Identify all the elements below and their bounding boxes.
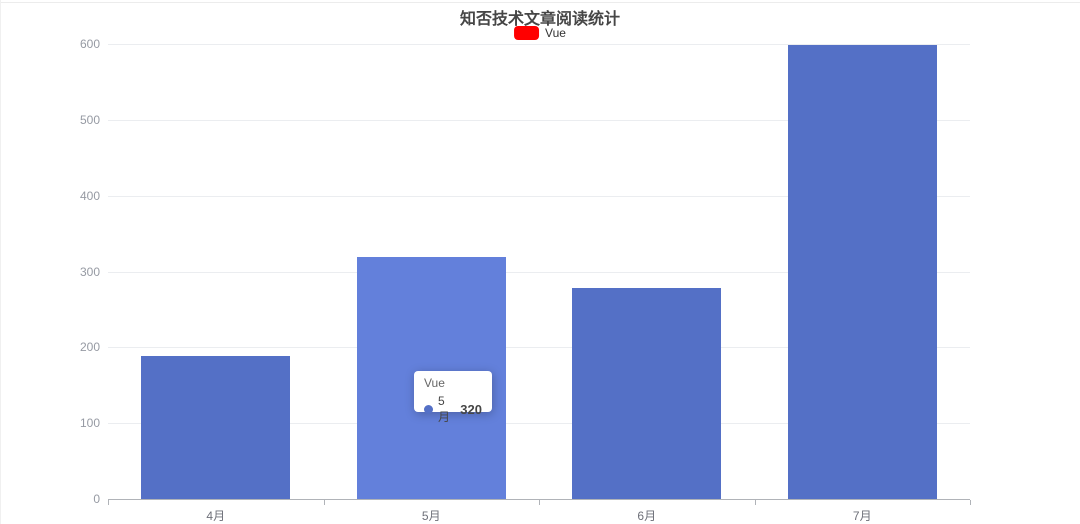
bar-month-4[interactable] bbox=[141, 355, 291, 500]
chart-title: 知否技术文章阅读统计 bbox=[459, 11, 620, 28]
y-axis-label-200: 200 bbox=[79, 340, 100, 355]
bar-month-7[interactable] bbox=[787, 45, 937, 500]
legend-label: Vue bbox=[545, 26, 566, 40]
y-axis-label-300: 300 bbox=[79, 264, 100, 279]
gridline-500 bbox=[108, 119, 970, 121]
left-edge-divider bbox=[0, 0, 1, 524]
legend-item-vue[interactable]: Vue bbox=[514, 26, 566, 40]
y-axis-label-600: 600 bbox=[79, 37, 100, 51]
bar-month-6[interactable] bbox=[572, 287, 722, 500]
gridline-100 bbox=[108, 423, 970, 425]
y-axis-label-400: 400 bbox=[79, 188, 100, 203]
plot-area: 0 100 200 300 400 500 600 4月 5月 6月 7月 bbox=[80, 37, 971, 523]
x-axis-tick bbox=[539, 500, 540, 505]
x-axis-tick bbox=[754, 500, 756, 505]
gridline-600 bbox=[108, 44, 970, 45]
y-axis-label-500: 500 bbox=[79, 112, 100, 127]
x-axis-tick bbox=[108, 500, 109, 505]
gridline-300 bbox=[108, 271, 970, 273]
x-axis-tick bbox=[323, 500, 325, 505]
x-axis-label-6月: 6月 bbox=[637, 509, 657, 523]
gridline-400 bbox=[108, 195, 970, 197]
x-axis-label-7月: 7月 bbox=[852, 509, 872, 523]
top-divider bbox=[0, 2, 1080, 3]
y-axis-label-100: 100 bbox=[79, 416, 100, 431]
x-axis-label-5月: 5月 bbox=[421, 509, 441, 523]
x-axis-line bbox=[108, 499, 970, 500]
x-axis-tick bbox=[970, 500, 971, 505]
y-axis-label-0: 0 bbox=[93, 492, 100, 506]
x-axis-label-4月: 4月 bbox=[206, 509, 226, 523]
gridline-200 bbox=[108, 347, 970, 349]
legend-marker-icon bbox=[514, 26, 540, 40]
bar-month-5[interactable] bbox=[356, 257, 506, 500]
